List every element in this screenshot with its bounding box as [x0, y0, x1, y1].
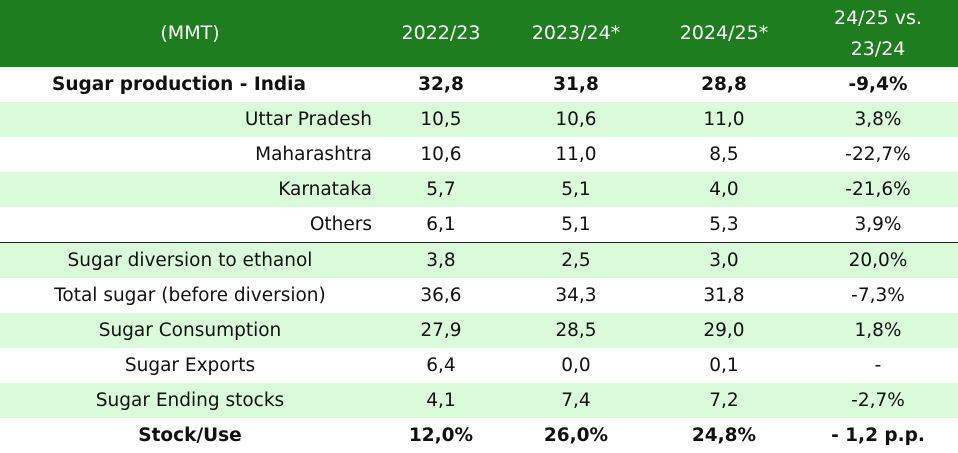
row-value-col-1: 3,8: [380, 242, 502, 278]
row-label: Sugar Exports: [124, 355, 256, 376]
row-value-col-4: -22,7%: [845, 144, 911, 165]
table-row: Sugar Exports 6,4 0,0 0,1 -: [0, 348, 958, 383]
row-label: Sugar Ending stocks: [0, 383, 380, 418]
row-value-col-4: -2,7%: [798, 383, 958, 418]
row-value-col-3: 29,0: [650, 313, 798, 348]
header-unit: (MMT): [0, 0, 380, 67]
table-row: Sugar Consumption 27,9 28,5 29,0 1,8%: [0, 313, 958, 348]
row-label: Karnataka: [0, 172, 380, 207]
row-value-col-2: 5,1: [561, 214, 591, 235]
row-label: Maharashtra: [255, 144, 372, 165]
row-value-col-3: 4,0: [650, 172, 798, 207]
table-row: Sugar Ending stocks 4,1 7,4 7,2 -2,7%: [0, 383, 958, 418]
row-value-col-4: -: [874, 355, 882, 376]
row-value-col-1: 4,1: [380, 383, 502, 418]
row-value-col-1: 5,7: [380, 172, 502, 207]
row-label: Others: [309, 214, 372, 235]
row-value-col-3: 5,3: [709, 214, 739, 235]
row-value-col-2: 0,0: [561, 355, 591, 376]
row-label: Sugar production - India: [52, 74, 306, 95]
row-value-col-2: 2,5: [502, 242, 650, 278]
row-value-col-4: -9,4%: [848, 74, 908, 95]
row-value-col-3: 31,8: [703, 285, 745, 306]
row-value-col-3: 28,8: [701, 74, 747, 95]
header-2023-24: 2023/24*: [502, 0, 650, 67]
row-label: Sugar diversion to ethanol: [0, 242, 380, 278]
row-value-col-2: 31,8: [553, 74, 599, 95]
table-row: Sugar diversion to ethanol 3,8 2,5 3,0 20,0%: [0, 242, 958, 278]
table-row: Others 6,1 5,1 5,3 3,9%: [0, 207, 958, 243]
row-value-col-4: 3,8%: [798, 102, 958, 137]
table-header-row: (MMT) 2022/23 2023/24* 2024/25* 24/25 vs…: [0, 0, 958, 67]
row-label: Stock/Use: [138, 425, 242, 446]
row-label: Sugar Consumption: [0, 313, 380, 348]
table-body: Sugar production - India 32,8 31,8 28,8 -9,4…: [0, 67, 958, 453]
table-row: Maharashtra 10,6 11,0 8,5 -22,7%: [0, 137, 958, 172]
row-value-col-1: 36,6: [420, 285, 462, 306]
row-value-col-3: 8,5: [709, 144, 739, 165]
row-value-col-1: 10,5: [380, 102, 502, 137]
row-value-col-3: 7,2: [650, 383, 798, 418]
row-label: Uttar Pradesh: [0, 102, 380, 137]
row-value-col-2: 28,5: [502, 313, 650, 348]
row-value-col-3: 24,8%: [691, 425, 757, 446]
row-value-col-3: 0,1: [709, 355, 739, 376]
row-value-col-1: 6,1: [426, 214, 456, 235]
row-value-col-2: 5,1: [502, 172, 650, 207]
table-row: Sugar production - India 32,8 31,8 28,8 -9,4…: [0, 67, 958, 102]
row-value-col-4: -21,6%: [798, 172, 958, 207]
header-change: 24/25 vs. 23/24: [798, 0, 958, 67]
row-value-col-3: 11,0: [650, 102, 798, 137]
row-value-col-4: - 1,2 p.p.: [831, 425, 925, 446]
row-value-col-4: 20,0%: [798, 242, 958, 278]
row-label: Total sugar (before diversion): [54, 285, 326, 306]
row-value-col-3: 3,0: [650, 242, 798, 278]
row-value-col-4: 1,8%: [798, 313, 958, 348]
header-2024-25: 2024/25*: [650, 0, 798, 67]
row-value-col-2: 7,4: [502, 383, 650, 418]
header-2022-23: 2022/23: [380, 0, 502, 67]
table-row: Uttar Pradesh 10,5 10,6 11,0 3,8%: [0, 102, 958, 137]
row-value-col-1: 10,6: [420, 144, 462, 165]
row-value-col-2: 34,3: [555, 285, 597, 306]
table-row: Karnataka 5,7 5,1 4,0 -21,6%: [0, 172, 958, 207]
row-value-col-2: 26,0%: [543, 425, 609, 446]
row-value-col-1: 6,4: [426, 355, 456, 376]
row-value-col-1: 12,0%: [408, 425, 474, 446]
row-value-col-2: 10,6: [502, 102, 650, 137]
row-value-col-1: 27,9: [380, 313, 502, 348]
table-row: Total sugar (before diversion) 36,6 34,3 31…: [0, 278, 958, 313]
row-value-col-2: 11,0: [555, 144, 597, 165]
row-value-col-4: 3,9%: [854, 214, 902, 235]
table-row: Stock/Use 12,0% 26,0% 24,8% - 1,2 p.p.: [0, 418, 958, 453]
row-value-col-4: -7,3%: [851, 285, 905, 306]
row-value-col-1: 32,8: [418, 74, 464, 95]
